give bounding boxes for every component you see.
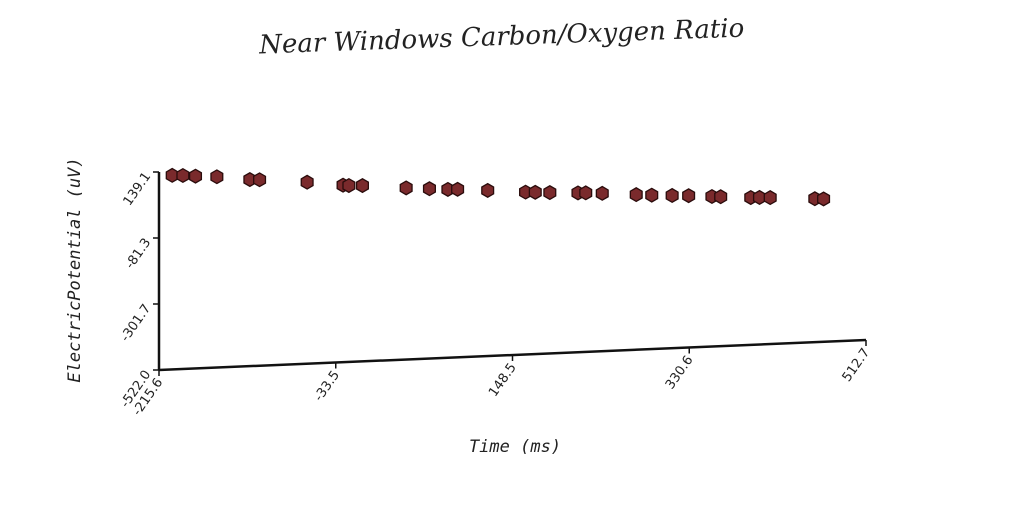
- data-points: [165, 167, 831, 207]
- x-axis-label: Time (ms): [469, 437, 561, 457]
- data-point: [714, 189, 728, 205]
- data-point: [300, 174, 314, 190]
- x-tick-label: 148.5: [486, 361, 520, 400]
- y-tick-label: 139.1: [121, 170, 155, 209]
- x-tick-label: 330.6: [663, 353, 697, 392]
- x-ticks: -215.6 -33.5 148.5 330.6 512.7: [130, 340, 873, 419]
- data-point: [176, 167, 190, 184]
- data-point: [682, 188, 696, 204]
- y-axis-label: ElectricPotential (uV): [65, 157, 85, 382]
- data-point: [451, 181, 465, 197]
- data-point: [188, 168, 203, 184]
- data-point: [528, 184, 542, 200]
- data-point: [422, 181, 436, 197]
- data-point: [342, 177, 356, 194]
- data-point: [543, 185, 557, 201]
- y-tick-label: -301.7: [118, 302, 154, 345]
- data-point: [253, 172, 267, 188]
- x-tick-label: -33.5: [311, 368, 343, 404]
- data-point: [629, 187, 643, 203]
- data-point: [752, 189, 767, 206]
- data-point: [763, 190, 777, 206]
- data-point: [165, 167, 179, 183]
- data-point: [645, 187, 659, 203]
- data-point: [595, 185, 609, 201]
- data-point: [665, 187, 679, 204]
- data-point: [355, 178, 370, 194]
- data-point: [210, 169, 224, 185]
- y-tick-label: -81.3: [123, 236, 155, 272]
- data-point: [399, 180, 413, 196]
- x-tick-label: 512.7: [840, 346, 874, 385]
- chart-title: Near Windows Carbon/Oxygen Ratio: [258, 14, 745, 61]
- data-point: [481, 182, 495, 198]
- data-point: [817, 191, 831, 207]
- data-point: [579, 185, 593, 201]
